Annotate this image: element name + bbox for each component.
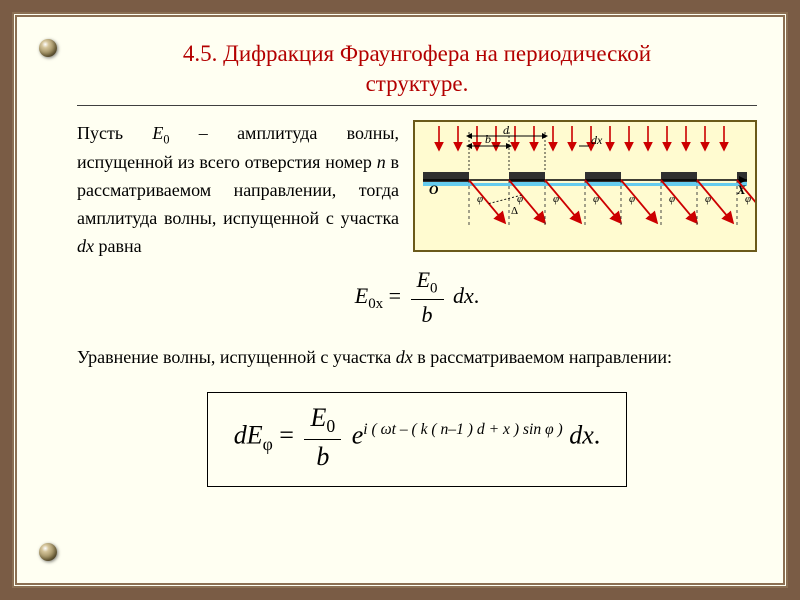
svg-text:φ: φ — [553, 193, 559, 205]
svg-text:d: d — [503, 123, 510, 137]
eq2-num: E0 — [304, 403, 341, 440]
eq2-dot: . — [594, 421, 601, 450]
para1-a: Пусть — [77, 123, 152, 143]
eq2-fraction: E0 b — [304, 403, 341, 472]
svg-text:φ: φ — [593, 193, 599, 205]
svg-text:Δ: Δ — [511, 205, 518, 217]
rivet-top-icon — [39, 39, 57, 57]
paragraph-1: Пусть E0 – амплитуда волны, испущенной и… — [77, 120, 399, 261]
para1-dx: dx — [77, 236, 94, 256]
para1-n: n — [377, 152, 386, 172]
eq2-e: e — [352, 421, 364, 450]
row-paragraph-diagram: Пусть E0 – амплитуда волны, испущенной и… — [77, 120, 757, 261]
svg-text:O: O — [429, 182, 439, 197]
para1-E: E0 — [152, 123, 169, 143]
eq2-num-E: E — [310, 403, 326, 432]
eq2-tail: dx — [569, 421, 594, 450]
eq1-lhs-sub: 0x — [368, 296, 383, 312]
rivet-bottom-icon — [39, 543, 57, 561]
eq1-num-E: E — [417, 267, 430, 292]
eq2-den: b — [304, 440, 341, 472]
grating-diagram-svg: OXbddxφφφφφφφφΔ — [415, 122, 755, 250]
para2-b: в рассматриваемом направлении: — [413, 347, 672, 367]
slide-outer-frame: 4.5. Дифракция Фраунгофера на периодичес… — [0, 0, 800, 600]
equation-2-box: dEφ = E0 b ei ( ωt – ( k ( n–1 ) d + x )… — [207, 392, 628, 487]
title-line-1: 4.5. Дифракция Фраунгофера на периодичес… — [183, 41, 651, 66]
paragraph-2: Уравнение волны, испущенной с участка dx… — [77, 344, 757, 372]
para1-d: равна — [94, 236, 142, 256]
svg-text:φ: φ — [669, 193, 675, 205]
para1-E-sym: E — [152, 123, 163, 143]
svg-text:φ: φ — [705, 193, 711, 205]
svg-text:b: b — [485, 132, 491, 146]
svg-text:dx: dx — [591, 133, 603, 147]
svg-text:φ: φ — [629, 193, 635, 205]
eq2-dE: dE — [234, 421, 263, 450]
title-separator — [77, 105, 757, 106]
grating-diagram: OXbddxφφφφφφφφΔ — [413, 120, 757, 252]
title-line-2: структуре. — [366, 71, 469, 96]
para2-dx: dx — [396, 347, 413, 367]
eq1-tail: dx — [453, 283, 474, 308]
svg-text:φ: φ — [745, 193, 751, 205]
svg-text:φ: φ — [517, 193, 523, 205]
eq1-num: E0 — [411, 267, 444, 300]
slide-panel: 4.5. Дифракция Фраунгофера на периодичес… — [12, 12, 788, 588]
eq2-num-sub: 0 — [326, 416, 335, 436]
eq1-den: b — [411, 300, 444, 328]
para2-a: Уравнение волны, испущенной с участка — [77, 347, 396, 367]
eq1-lhs-E: E — [355, 283, 368, 308]
eq2-exponent: i ( ωt – ( k ( n–1 ) d + x ) sin φ ) — [363, 421, 562, 438]
eq1-dot: . — [474, 283, 480, 308]
eq2-phi: φ — [263, 434, 273, 454]
svg-text:φ: φ — [477, 193, 483, 205]
eq1-num-sub: 0 — [430, 280, 437, 296]
eq2-equals: = — [279, 421, 300, 450]
slide-title: 4.5. Дифракция Фраунгофера на периодичес… — [77, 39, 757, 99]
eq1-equals: = — [389, 283, 407, 308]
eq1-fraction: E0 b — [411, 267, 444, 328]
equation-1: E0x = E0 b dx. — [77, 267, 757, 328]
